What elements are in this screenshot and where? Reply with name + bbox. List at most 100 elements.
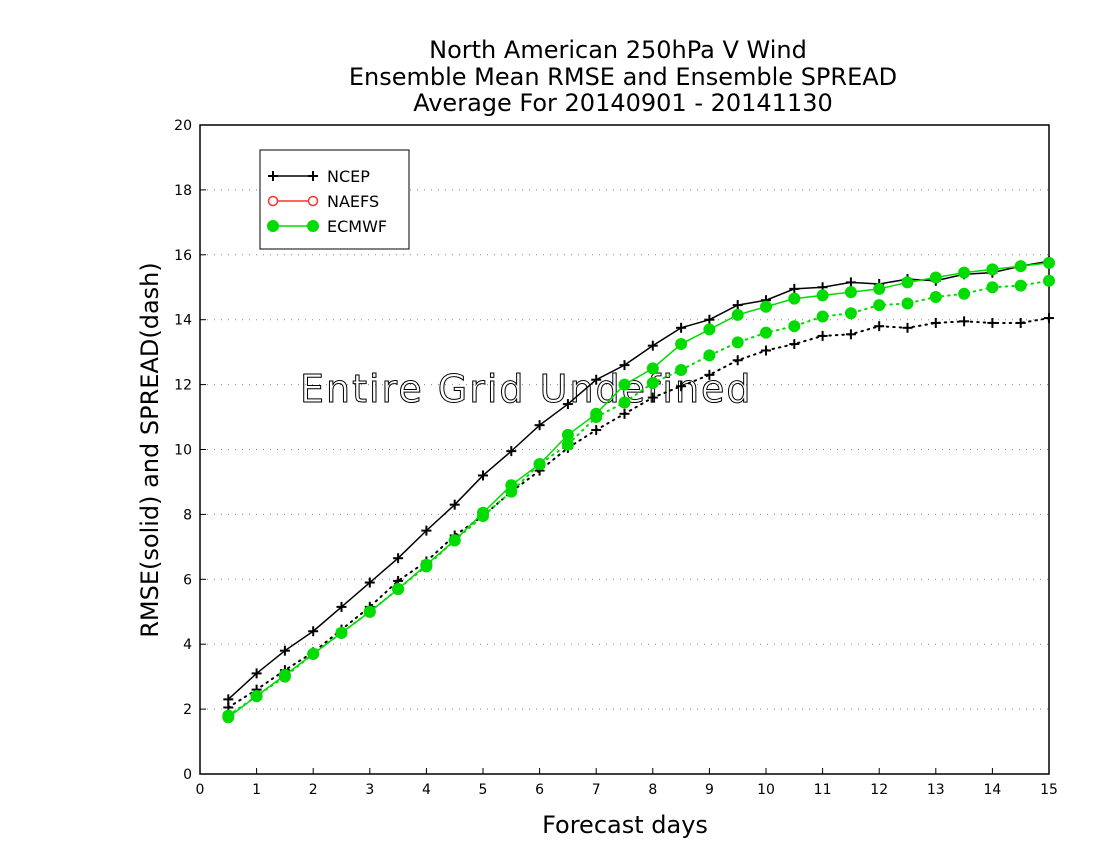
- y-tick-label: 10: [174, 443, 192, 459]
- x-tick-label: 0: [196, 782, 205, 798]
- data-point-circle: [335, 626, 348, 639]
- data-point-plus: [591, 425, 602, 436]
- data-point-circle: [788, 292, 801, 305]
- data-point-circle: [986, 263, 999, 276]
- data-point-circle: [307, 647, 320, 660]
- legend-box: [259, 149, 410, 250]
- series-ncep-rmse: [223, 256, 1054, 705]
- data-point-circle: [929, 271, 942, 284]
- data-point-circle: [873, 299, 886, 312]
- x-tick-label: 15: [1040, 782, 1058, 798]
- data-point-plus: [930, 317, 941, 328]
- x-tick-label: 1: [252, 782, 261, 798]
- series-ecmwf-spread: [222, 274, 1055, 722]
- legend-label: NAEFS: [327, 192, 379, 211]
- legend-label: NCEP: [327, 167, 370, 186]
- data-point-circle: [844, 286, 857, 299]
- data-point-circle: [760, 326, 772, 339]
- data-point-circle: [731, 336, 744, 349]
- data-point-plus: [534, 420, 545, 431]
- data-point-plus: [902, 322, 913, 333]
- data-point-circle: [1043, 256, 1055, 269]
- series-line: [227, 279, 1050, 717]
- data-point-plus: [619, 360, 630, 371]
- data-point-circle: [420, 558, 433, 571]
- data-point-plus: [761, 345, 771, 356]
- data-point-plus: [364, 577, 375, 588]
- data-point-plus: [987, 317, 998, 328]
- series-line: [227, 260, 1050, 700]
- data-point-circle: [929, 290, 942, 303]
- data-point-plus: [676, 322, 687, 333]
- data-point-circle: [1014, 260, 1027, 273]
- x-tick-label: 13: [927, 782, 945, 798]
- data-point-circle: [646, 362, 659, 375]
- data-point-circle: [1014, 279, 1027, 292]
- y-tick-label: 16: [174, 248, 192, 264]
- data-point-open-circle: [307, 195, 319, 207]
- x-tick-label: 8: [648, 782, 657, 798]
- y-tick-label: 4: [183, 637, 192, 653]
- data-point-circle: [675, 338, 688, 351]
- series-layer: [222, 256, 1055, 724]
- data-point-circle: [505, 479, 518, 492]
- x-tick-label: 3: [365, 782, 374, 798]
- data-point-circle: [392, 583, 405, 596]
- data-point-plus: [308, 626, 319, 637]
- y-tick-label: 8: [183, 507, 192, 523]
- data-point-circle: [901, 276, 914, 289]
- data-point-circle: [646, 376, 659, 389]
- x-tick-label: 11: [814, 782, 832, 798]
- legend-item-naefs: NAEFS: [267, 192, 379, 211]
- data-point-circle: [590, 407, 603, 420]
- data-point-plus: [1044, 313, 1054, 324]
- data-point-plus: [647, 392, 658, 403]
- data-point-circle: [222, 711, 235, 724]
- x-tick-label: 10: [757, 782, 775, 798]
- data-point-circle: [986, 281, 999, 294]
- data-point-circle: [731, 308, 744, 321]
- data-point-circle: [250, 690, 263, 703]
- data-point-circle: [363, 605, 376, 618]
- x-tick-label: 4: [422, 782, 431, 798]
- data-point-circle: [307, 220, 319, 232]
- y-tick-label: 18: [174, 183, 192, 199]
- data-point-circle: [901, 297, 914, 310]
- series-line: [227, 262, 1050, 718]
- legend-entries: NCEP NAEFS ECMWF: [267, 167, 387, 236]
- x-tick-label: 12: [870, 782, 888, 798]
- data-point-plus: [845, 277, 856, 288]
- y-tick-label: 20: [174, 118, 192, 134]
- data-point-circle: [873, 282, 886, 295]
- data-point-circle: [561, 428, 574, 441]
- data-point-plus: [279, 645, 290, 656]
- data-point-plus: [336, 601, 347, 612]
- title-line-3: Average For 20140901 - 20141130: [413, 89, 833, 117]
- y-tick-label: 2: [183, 702, 192, 718]
- x-tick-label: 9: [705, 782, 714, 798]
- data-point-circle: [477, 506, 489, 519]
- data-point-circle: [618, 378, 631, 391]
- data-point-circle: [278, 669, 291, 682]
- data-point-plus: [959, 316, 970, 327]
- data-point-open-circle: [267, 195, 279, 207]
- title-line-2: Ensemble Mean RMSE and Ensemble SPREAD: [349, 63, 897, 91]
- data-point-plus: [676, 381, 687, 392]
- series-ecmwf-rmse: [222, 256, 1055, 724]
- data-point-plus: [874, 321, 885, 332]
- data-point-plus: [308, 171, 318, 181]
- y-axis-label: RMSE(solid) and SPREAD(dash): [136, 262, 164, 638]
- data-point-circle: [958, 266, 971, 279]
- legend: NCEP NAEFS ECMWF: [259, 149, 410, 250]
- data-point-plus: [506, 446, 517, 457]
- x-axis-label: Forecast days: [542, 811, 708, 839]
- data-point-plus: [732, 355, 743, 366]
- data-point-circle: [703, 323, 716, 336]
- x-tick-label: 5: [479, 782, 488, 798]
- data-point-plus: [647, 340, 658, 351]
- undefined-grid-annotation: Entire Grid Undefined: [300, 367, 753, 411]
- x-tick-label: 6: [535, 782, 544, 798]
- data-point-circle: [703, 349, 716, 362]
